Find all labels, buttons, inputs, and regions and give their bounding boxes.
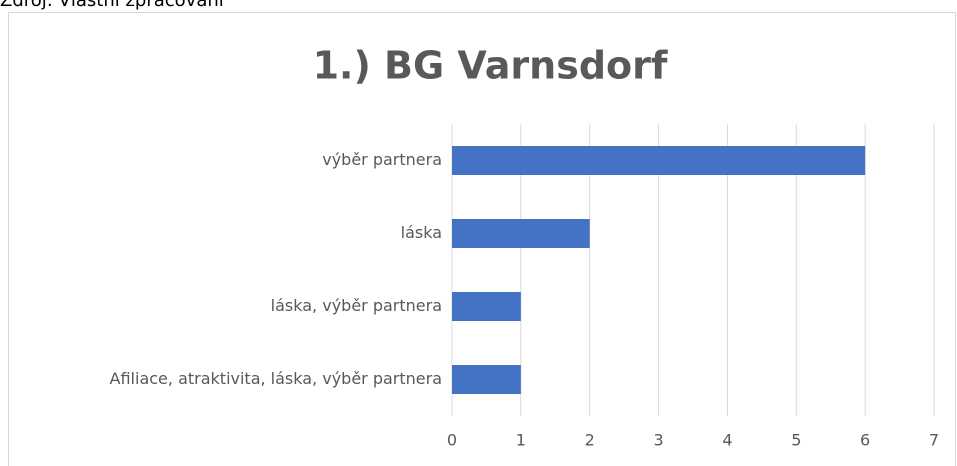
y-tick-label: láska, výběr partnera bbox=[271, 296, 442, 315]
y-tick-label: výběr partnera bbox=[322, 150, 442, 169]
x-tick-label: 2 bbox=[585, 431, 595, 450]
x-tick-label: 5 bbox=[791, 431, 801, 450]
caption: Zdroj: Vlastní zpracování bbox=[0, 0, 225, 11]
bar bbox=[452, 292, 521, 321]
bar bbox=[452, 365, 521, 394]
y-tick-label: Afiliace, atraktivita, láska, výběr part… bbox=[110, 369, 442, 388]
bar bbox=[452, 219, 590, 248]
bar bbox=[452, 146, 866, 175]
x-tick-label: 0 bbox=[447, 431, 457, 450]
x-tick-label: 6 bbox=[860, 431, 870, 450]
y-tick-label: láska bbox=[401, 223, 442, 242]
chart-title: 1.) BG Varnsdorf bbox=[313, 44, 668, 88]
x-tick-label: 3 bbox=[653, 431, 663, 450]
x-tick-label: 4 bbox=[722, 431, 732, 450]
x-tick-label: 7 bbox=[929, 431, 939, 450]
x-tick-label: 1 bbox=[516, 431, 526, 450]
